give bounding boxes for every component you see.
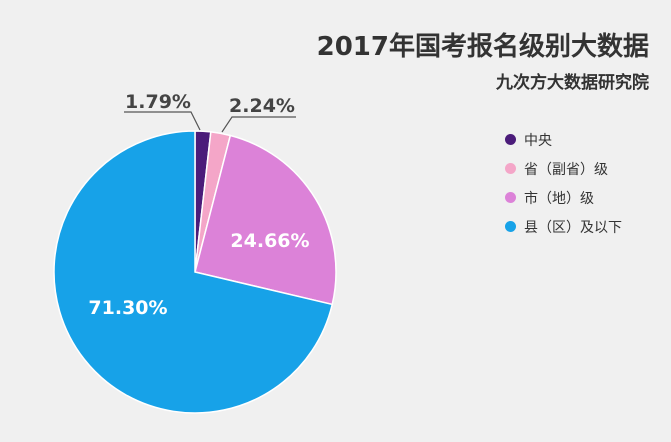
pie-slices (53, 130, 337, 414)
legend-label: 中央 (524, 132, 552, 149)
legend-swatch (505, 192, 516, 203)
legend-label: 市（地）级 (524, 190, 594, 207)
pie-slice (194, 134, 337, 306)
pie-slice (53, 130, 334, 414)
pie-labels: 1.79% 2.24% 24.66% 71.30% (88, 91, 309, 319)
legend-item: 省（副省）级 (505, 154, 622, 183)
legend-swatch (505, 163, 516, 174)
legend-swatch (505, 221, 516, 232)
legend-item: 中央 (505, 125, 622, 154)
legend-label: 县（区）及以下 (524, 219, 622, 236)
legend-swatch (505, 134, 516, 145)
chart-title: 2017年国考报名级别大数据 (316, 32, 649, 62)
slice-label: 2.24% (229, 95, 295, 117)
legend: 中央 省（副省）级 市（地）级 县（区）及以下 (505, 125, 622, 241)
slice-label: 24.66% (230, 230, 309, 252)
slice-label: 71.30% (88, 297, 167, 319)
leader-line (221, 116, 296, 133)
legend-label: 省（副省）级 (524, 161, 608, 178)
leader-line (124, 111, 201, 131)
legend-item: 县（区）及以下 (505, 212, 622, 241)
legend-item: 市（地）级 (505, 183, 622, 212)
slice-label: 1.79% (125, 91, 191, 113)
chart-subtitle: 九次方大数据研究院 (496, 73, 649, 93)
